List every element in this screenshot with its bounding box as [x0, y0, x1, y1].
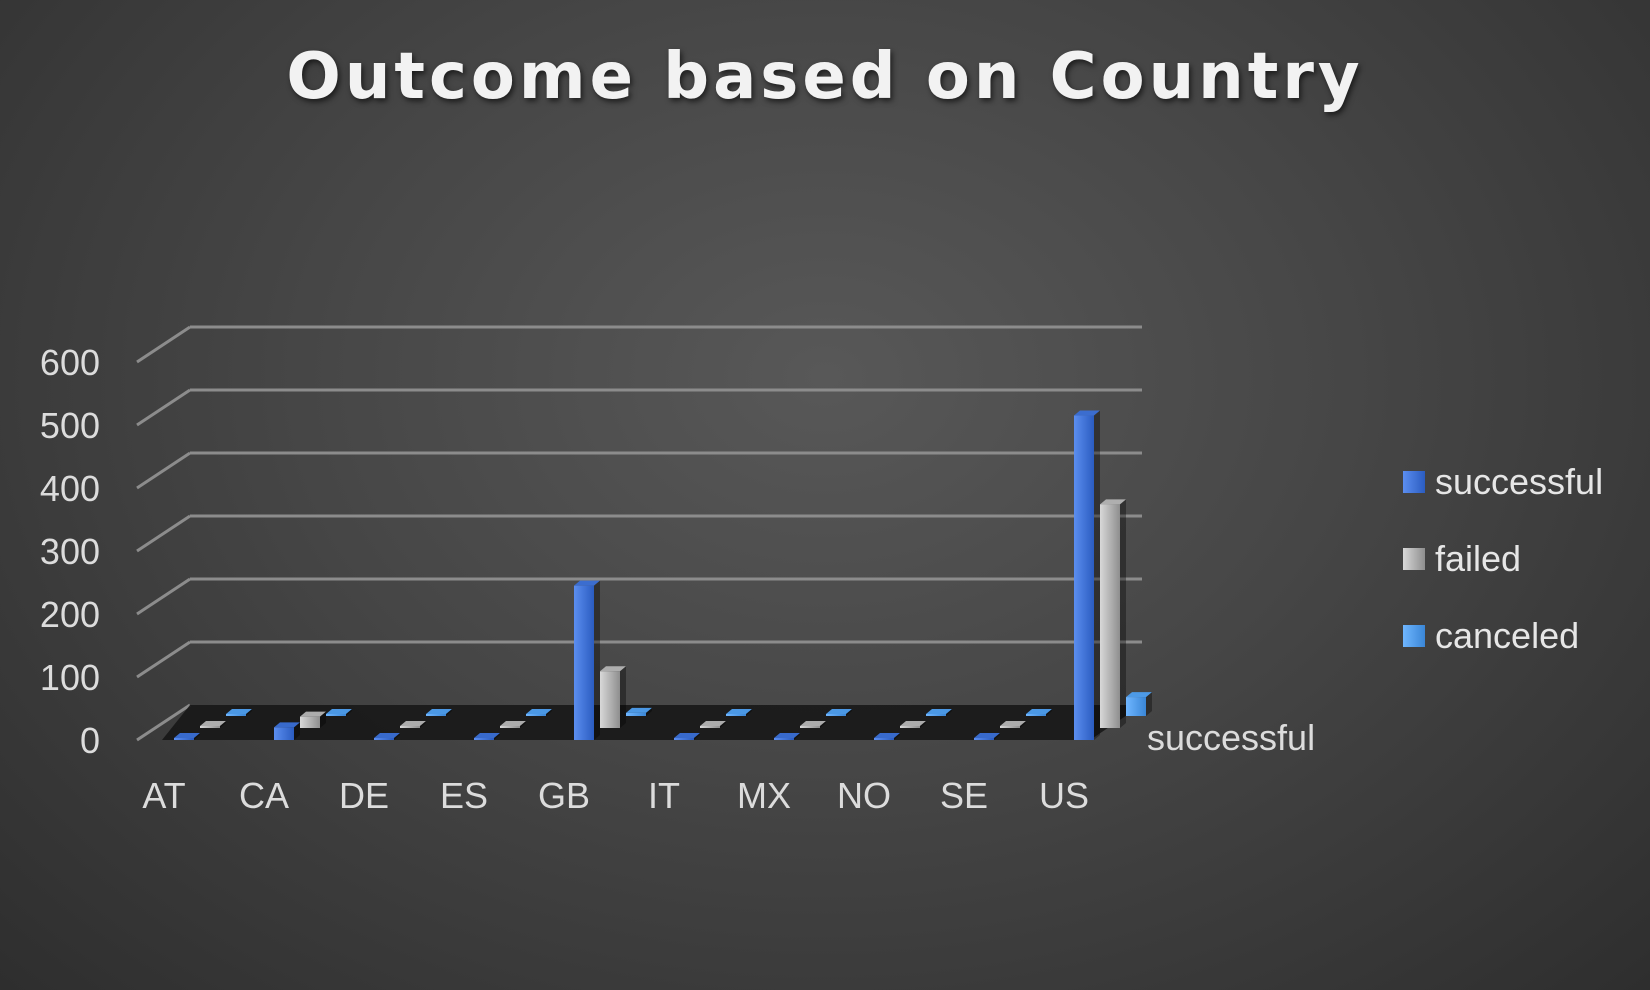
x-tick-label: CA [239, 775, 289, 816]
x-tick-label: AT [142, 775, 185, 816]
bar-failed-it [700, 721, 726, 728]
bar-successful-de [374, 733, 400, 740]
gridline-diagonal [136, 577, 191, 616]
bar-failed-gb [600, 666, 626, 728]
bar-canceled-es [526, 709, 552, 716]
bar-successful-us [1074, 410, 1100, 740]
y-tick-label: 500 [40, 405, 100, 446]
bar-successful-es [474, 733, 500, 740]
legend-label: successful [1435, 461, 1603, 502]
x-tick-label: US [1039, 775, 1089, 816]
bar-successful-it [674, 733, 700, 740]
bar-canceled-mx [826, 709, 852, 716]
x-tick-label: GB [538, 775, 590, 816]
bar-successful-mx [774, 733, 800, 740]
legend-swatch [1403, 471, 1425, 493]
y-tick-label: 200 [40, 594, 100, 635]
bar-failed-ca [300, 711, 326, 728]
x-tick-label: NO [837, 775, 891, 816]
y-tick-label: 0 [80, 720, 100, 761]
gridline-diagonal [136, 388, 191, 427]
bar-successful-se [974, 733, 1000, 740]
y-tick-label: 400 [40, 468, 100, 509]
y-tick-label: 100 [40, 657, 100, 698]
gridline-diagonal [136, 703, 191, 742]
bar-failed-no [900, 721, 926, 728]
legend-item-successful: successful [1403, 461, 1603, 502]
x-tick-label: ES [440, 775, 488, 816]
x-tick-label: DE [339, 775, 389, 816]
bar-successful-no [874, 733, 900, 740]
bar-successful-ca [274, 722, 300, 740]
depth-axis-label: successful [1147, 717, 1315, 758]
legend-item-failed: failed [1403, 538, 1521, 579]
bar-failed-es [500, 721, 526, 728]
gridline-diagonal [136, 325, 191, 364]
bar-failed-mx [800, 721, 826, 728]
bar-canceled-it [726, 709, 752, 716]
bar-canceled-no [926, 709, 952, 716]
x-tick-label: SE [940, 775, 988, 816]
bar-failed-se [1000, 721, 1026, 728]
bar-failed-at [200, 721, 226, 728]
legend-item-canceled: canceled [1403, 615, 1579, 656]
bar-canceled-ca [326, 709, 352, 716]
legend-swatch [1403, 625, 1425, 647]
bar-canceled-at [226, 709, 252, 716]
bar-failed-de [400, 721, 426, 728]
gridline-diagonal [136, 451, 191, 490]
y-tick-label: 300 [40, 531, 100, 572]
bar-successful-at [174, 733, 200, 740]
legend-swatch [1403, 548, 1425, 570]
chart-title: Outcome based on Country [286, 40, 1364, 114]
legend-label: failed [1435, 538, 1521, 579]
gridline-diagonal [136, 514, 191, 553]
chart-floor [162, 705, 1142, 740]
bar-canceled-se [1026, 709, 1052, 716]
legend-label: canceled [1435, 615, 1579, 656]
bar-canceled-gb [626, 707, 652, 716]
x-tick-label: MX [737, 775, 791, 816]
y-tick-label: 600 [40, 342, 100, 383]
bar-failed-us [1100, 499, 1126, 728]
gridline-diagonal [136, 640, 191, 679]
x-tick-label: IT [648, 775, 680, 816]
bar-successful-gb [574, 580, 600, 740]
bar-canceled-de [426, 709, 452, 716]
bar-canceled-us [1126, 692, 1152, 716]
